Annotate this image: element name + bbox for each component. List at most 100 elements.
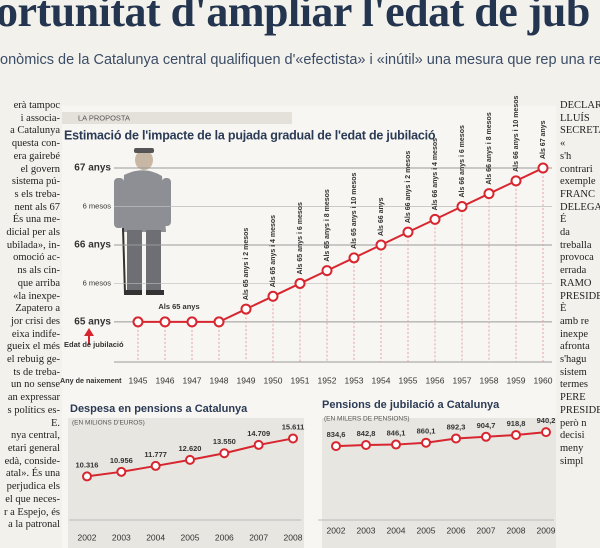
data-label: Als 65 anys [158, 302, 199, 311]
data-point [456, 201, 468, 213]
column-line: atal». És una [6, 468, 60, 480]
column-line: nent als 67 [14, 201, 61, 213]
data-line [335, 431, 547, 448]
chart-subtitle: (EN MILERS DE PENSIONS) [324, 416, 410, 423]
x-tick-label: 1957 [453, 375, 472, 385]
column-line: que arriba [17, 277, 60, 289]
data-label: Als 65 anys i 6 mesos [297, 202, 304, 274]
chart-title: Despesa en pensions a Catalunya [70, 403, 248, 415]
data-point [541, 427, 551, 438]
data-label: 860,1 [417, 427, 436, 436]
arrow [84, 328, 94, 336]
column-line: s els treba- [14, 188, 60, 200]
column-line: s polítics es- [7, 404, 61, 416]
headline: ortunitat d'ampliar l'edat de jub [0, 0, 590, 36]
data-label: 14.709 [247, 429, 270, 438]
x-tick-label: 1954 [372, 375, 391, 385]
column-line: meny [560, 442, 584, 454]
column-line: «la inexpe- [13, 290, 60, 302]
x-tick-label: 1945 [129, 375, 148, 385]
data-label: Als 66 anys [378, 197, 385, 236]
column-line: etari general [7, 442, 60, 454]
column-line: És una me- [12, 214, 60, 226]
data-point [186, 316, 198, 328]
x-tick-label: 2004 [387, 525, 406, 535]
x-tick-label: 2004 [146, 532, 165, 542]
column-line: eixa indife- [11, 328, 60, 340]
column-line: « [560, 138, 566, 150]
data-point [391, 439, 401, 450]
data-point [294, 277, 306, 289]
column-line: DECLAR [560, 100, 600, 111]
x-tick-label: 1952 [318, 375, 337, 385]
column-line: amb re [560, 315, 589, 327]
data-label: 904,7 [477, 421, 496, 430]
x-tick-label: 1958 [480, 375, 499, 385]
x-tick-label: 2008 [507, 525, 526, 535]
y-tick-label: 65 anys [74, 317, 111, 328]
chart-title: Pensions de jubilació a Catalunya [322, 399, 500, 411]
data-point [185, 454, 195, 465]
chart-title: Estimació de l'impacte de la pujada grad… [64, 128, 436, 142]
x-tick-label: 1959 [507, 375, 526, 385]
data-point [481, 431, 491, 442]
column-line: gueix el més [6, 341, 60, 353]
x-tick-label: 2008 [284, 532, 303, 542]
x-tick-label: 2002 [327, 525, 346, 535]
column-line: errada [560, 265, 587, 277]
column-line: PERE [560, 392, 586, 404]
data-point [267, 290, 279, 302]
data-label: Als 66 anys i 6 mesos [459, 125, 466, 197]
column-line: sistem [560, 366, 587, 378]
data-point [402, 226, 414, 238]
column-line: da [560, 227, 570, 239]
column-line: questa con- [11, 138, 60, 150]
data-point [132, 316, 144, 328]
data-point [375, 239, 387, 251]
column-line: ns als cin- [17, 265, 60, 277]
data-label: Als 65 anys i 8 mesos [324, 189, 331, 261]
data-label: 940,2 [537, 416, 556, 425]
column-line: LLUÍS [560, 112, 590, 124]
x-tick-label: 2009 [537, 525, 556, 535]
data-label: 15.611 [282, 422, 305, 431]
column-line: exemple [560, 176, 596, 188]
column-line: afronta [560, 341, 590, 353]
data-label: 918,8 [507, 419, 526, 428]
section-label: LA PROPOSTA [78, 113, 130, 122]
column-line: inexpe [560, 328, 588, 340]
data-label: 13.550 [213, 437, 236, 446]
x-tick-label: 2005 [181, 532, 200, 542]
x-tick-label: 2003 [112, 532, 131, 542]
x-tick-label: 1955 [399, 375, 418, 385]
subheadline: onòmics de la Catalunya central qualifiq… [0, 52, 600, 68]
data-point [240, 303, 252, 315]
data-label: 842,8 [357, 429, 376, 438]
data-point [253, 439, 264, 450]
data-point [421, 437, 431, 448]
x-tick-label: 1949 [237, 375, 256, 385]
column-line: Zapatero a [15, 303, 60, 315]
data-point [116, 466, 127, 477]
column-line: a la patronal [8, 519, 60, 531]
column-line: el que neces- [5, 493, 60, 505]
data-point [451, 433, 461, 444]
y-tick-label: 66 anys [74, 240, 111, 251]
column-line: el rebuig ge- [6, 354, 60, 366]
column-line: dicial per als [6, 227, 60, 239]
column-line: un no sense [11, 379, 60, 391]
column-line: E. [50, 417, 60, 429]
x-tick-label: 1956 [426, 375, 445, 385]
data-point [537, 162, 549, 174]
column-line: simpl [560, 455, 584, 467]
column-line: provoca [560, 252, 594, 264]
y-tick-label: 67 anys [74, 163, 111, 174]
column-line: contrari [560, 163, 593, 175]
chart-subtitle: (EN MILIONS D'EUROS) [72, 420, 145, 427]
data-label: 834,6 [327, 430, 346, 439]
data-point [288, 433, 298, 444]
y-tick-label: 6 mesos [83, 201, 112, 210]
column-line: decisi [560, 430, 585, 442]
